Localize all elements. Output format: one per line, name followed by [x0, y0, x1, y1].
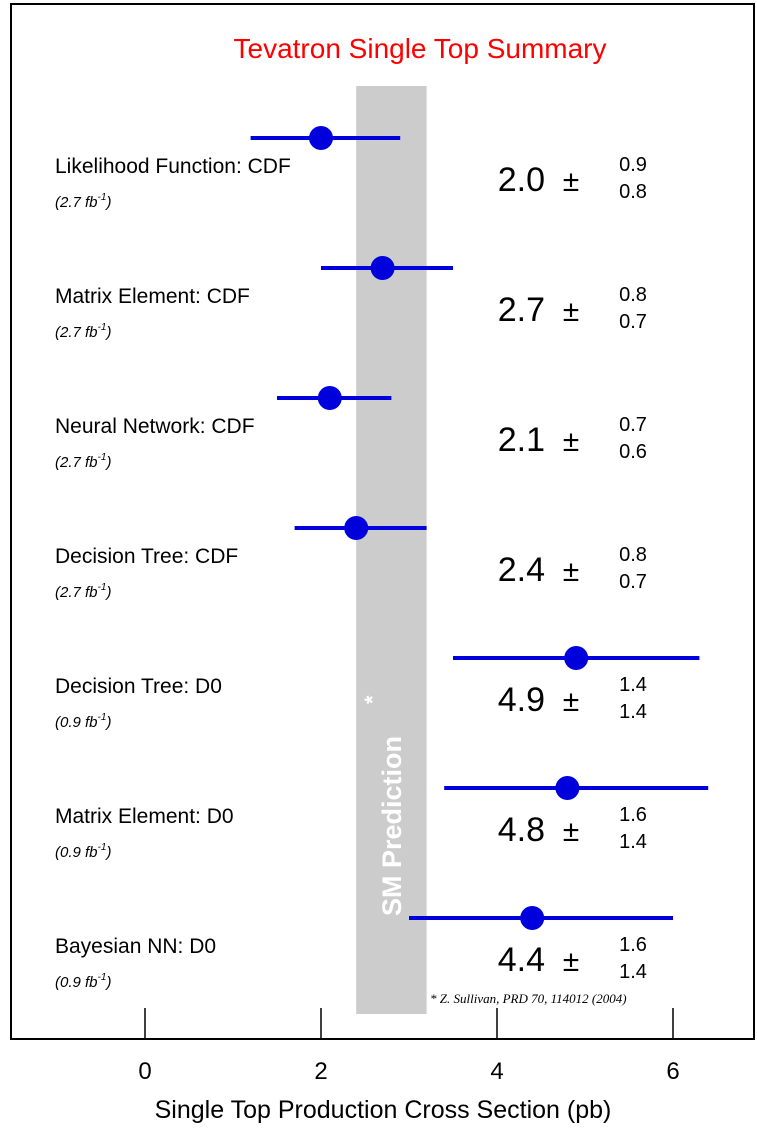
value-text: 2.4 [498, 551, 545, 589]
plus-minus-sign: ± [563, 295, 579, 328]
x-tick-label: 4 [490, 1058, 503, 1085]
method-label: Decision Tree: CDF [55, 545, 238, 568]
error-up-text: 0.8 [619, 284, 647, 306]
data-point [344, 516, 369, 540]
lumi-label: (2.7 fb-1) [55, 192, 111, 211]
sm-prediction-band [356, 86, 427, 1014]
plus-minus-sign: ± [563, 165, 579, 198]
error-down-text: 1.4 [619, 831, 647, 853]
error-down-text: 1.4 [619, 701, 647, 723]
lumi-label: (0.9 fb-1) [55, 972, 111, 991]
sm-prediction-label: SM Prediction [377, 736, 407, 916]
plus-minus-sign: ± [563, 815, 579, 848]
value-text: 4.9 [498, 681, 545, 719]
plus-minus-sign: ± [563, 425, 579, 458]
measurements: Likelihood Function: CDF (2.7 fb-1) 2.0 ±0.… [55, 126, 709, 991]
x-axis: 0 2 4 6 [138, 1008, 680, 1085]
data-point [317, 386, 342, 410]
method-label: Likelihood Function: CDF [55, 155, 291, 178]
error-down-text: 0.7 [619, 311, 647, 333]
error-up-text: 0.7 [619, 414, 647, 436]
measurement-row: Decision Tree: D0 (0.9 fb-1) 4.9 ±1.4 1.4 [55, 646, 700, 731]
error-up-text: 0.8 [619, 544, 647, 566]
x-tick-label: 6 [666, 1058, 679, 1085]
measurement-row: Matrix Element: D0 (0.9 fb-1) 4.8 ±1.6 1.4 [55, 776, 709, 861]
plus-minus-sign: ± [563, 945, 579, 978]
measurement-row: Likelihood Function: CDF (2.7 fb-1) 2.0 ±0.… [55, 126, 647, 211]
sm-prediction-star: * [360, 695, 385, 704]
plus-minus-sign: ± [563, 685, 579, 718]
error-up-text: 0.9 [619, 154, 647, 176]
lumi-label: (2.7 fb-1) [55, 582, 111, 601]
measurement-row: Decision Tree: CDF (2.7 fb-1) 2.4 ±0.8 0.7 [55, 516, 647, 601]
value-text: 4.8 [498, 811, 545, 849]
plus-minus-sign: ± [563, 555, 579, 588]
value-text: 2.7 [498, 291, 545, 329]
lumi-label: (0.9 fb-1) [55, 842, 111, 861]
method-label: Matrix Element: D0 [55, 805, 234, 828]
lumi-label: (2.7 fb-1) [55, 322, 111, 341]
data-point [370, 256, 395, 280]
data-point [564, 646, 589, 670]
error-down-text: 0.6 [619, 441, 647, 463]
lumi-label: (0.9 fb-1) [55, 712, 111, 731]
error-down-text: 0.7 [619, 571, 647, 593]
measurement-row: Matrix Element: CDF (2.7 fb-1) 2.7 ±0.8 0.7 [55, 256, 647, 341]
lumi-label: (2.7 fb-1) [55, 452, 111, 471]
value-text: 2.1 [498, 421, 545, 459]
x-tick-label: 0 [138, 1058, 151, 1085]
error-down-text: 1.4 [619, 961, 647, 983]
measurement-row: Neural Network: CDF (2.7 fb-1) 2.1 ±0.7 0.6 [55, 386, 647, 471]
value-text: 4.4 [498, 941, 545, 979]
data-point [555, 776, 580, 800]
error-up-text: 1.4 [619, 674, 647, 696]
data-point [309, 126, 333, 150]
method-label: Neural Network: CDF [55, 415, 255, 438]
method-label: Bayesian NN: D0 [55, 935, 216, 958]
error-up-text: 1.6 [619, 934, 647, 956]
measurement-row: Bayesian NN: D0 (0.9 fb-1) 4.4 ±1.6 1.4 [55, 906, 673, 991]
chart-title: Tevatron Single Top Summary [234, 33, 607, 64]
method-label: Matrix Element: CDF [55, 285, 250, 308]
footnote: * Z. Sullivan, PRD 70, 114012 (2004) [430, 991, 627, 1006]
x-axis-label: Single Top Production Cross Section (pb) [155, 1096, 612, 1124]
value-text: 2.0 [498, 161, 545, 199]
data-point [520, 906, 545, 930]
method-label: Decision Tree: D0 [55, 675, 222, 698]
error-down-text: 0.8 [619, 181, 647, 203]
x-tick-label: 2 [314, 1058, 327, 1085]
error-up-text: 1.6 [619, 804, 647, 826]
